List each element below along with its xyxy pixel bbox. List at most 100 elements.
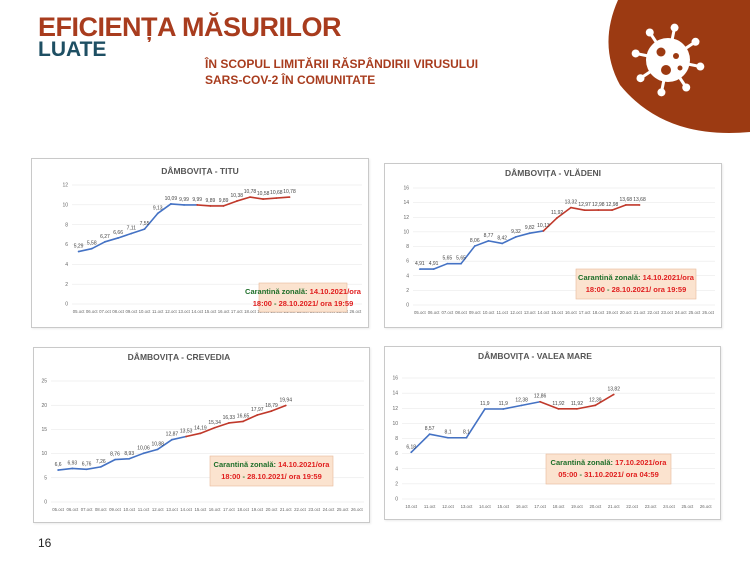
data-point: [611, 209, 613, 211]
data-label: 13,68: [620, 197, 633, 203]
data-point: [284, 404, 287, 407]
quarantine-note-box: [575, 268, 697, 300]
data-point: [143, 228, 146, 231]
x-tick-label: 06.oct: [66, 507, 79, 512]
chart-title: DÂMBOVIȚA - VALEA MARE: [478, 350, 592, 361]
quarantine-note-line1: Carantină zonală: 14.10.2021/ora: [578, 273, 695, 282]
virus-spike-tip: [631, 49, 640, 58]
x-tick-label: 21.oct: [608, 504, 621, 509]
data-point: [209, 205, 212, 207]
y-tick-label: 8: [65, 222, 68, 228]
y-tick-label: 12: [403, 215, 409, 221]
virus-spike: [659, 79, 666, 93]
data-label: 5,58: [87, 241, 97, 247]
data-point: [612, 393, 615, 396]
data-label: 12,86: [534, 394, 547, 400]
quarantine-label: Carantină zonală:: [245, 287, 310, 296]
page-number: 16: [38, 536, 52, 550]
data-label: 12,39: [589, 397, 602, 403]
x-tick-label: 22.oct: [294, 507, 307, 512]
series-line: [78, 203, 198, 253]
data-point: [557, 407, 560, 410]
quarantine-note-box: [258, 282, 348, 313]
y-tick-label: 5: [44, 475, 47, 481]
y-tick-label: 4: [65, 262, 68, 268]
data-point: [262, 198, 265, 200]
y-tick-label: 10: [41, 451, 47, 457]
x-tick-label: 07.oct: [99, 309, 112, 314]
virus-spike-tip: [645, 28, 654, 37]
x-tick-label: 05.oct: [73, 309, 86, 314]
virus-spike: [639, 69, 653, 80]
x-tick-label: 11.oct: [152, 309, 164, 314]
x-tick-label: 12.oct: [165, 309, 178, 314]
x-tick-label: 09.oct: [125, 309, 138, 314]
data-label: 9,99: [179, 197, 189, 203]
data-label: 18,79: [265, 403, 278, 409]
y-tick-label: 8: [406, 244, 409, 250]
y-tick-label: 0: [44, 500, 47, 506]
data-point: [528, 232, 531, 235]
y-tick-label: 12: [392, 406, 398, 412]
data-label: 9,89: [206, 198, 216, 204]
data-label: 16,65: [237, 413, 250, 419]
chart-valea-mare: DÂMBOVIȚA - VALEA MARE 0 2 4 6 8 10 12 14 16 10.oc…: [384, 346, 721, 520]
x-tick-label: 23.oct: [645, 504, 658, 509]
x-tick-label: 18.oct: [553, 504, 566, 509]
y-tick-label: 2: [406, 288, 409, 294]
data-point: [185, 435, 188, 438]
virus-spike-tip: [670, 23, 679, 32]
x-tick-label: 07.oct: [81, 507, 94, 512]
data-point: [446, 262, 449, 265]
y-tick-label: 15: [41, 427, 47, 433]
x-tick-label: 25.oct: [682, 504, 695, 509]
y-tick-label: 6: [395, 451, 398, 457]
data-point: [460, 262, 462, 265]
data-label: 6,27: [100, 234, 110, 240]
virus-spike-tip: [696, 62, 705, 71]
x-tick-label: 12.oct: [152, 507, 165, 512]
data-label: 9,82: [525, 225, 535, 231]
y-tick-label: 10: [392, 421, 398, 427]
data-point: [130, 232, 133, 235]
x-tick-label: 26.oct: [350, 309, 363, 314]
data-label: 10,06: [137, 445, 150, 451]
data-point: [428, 433, 431, 436]
x-tick-label: 26.oct: [702, 310, 715, 315]
data-label: 13,68: [633, 197, 646, 203]
data-point: [242, 420, 244, 423]
data-point: [99, 465, 102, 468]
data-point: [77, 250, 80, 253]
data-point: [227, 422, 230, 424]
y-tick-label: 0: [65, 302, 68, 308]
quarantine-end-time: 18:00: [221, 472, 240, 481]
x-tick-label: 23.oct: [308, 507, 321, 512]
quarantine-end: 31.10.2021/ ora 04:59: [584, 470, 659, 479]
x-tick-label: 19.oct: [606, 310, 619, 315]
y-tick-label: 0: [395, 497, 398, 503]
x-tick-label: 14.oct: [180, 507, 193, 512]
data-point: [90, 247, 93, 250]
x-tick-label: 18.oct: [237, 507, 250, 512]
data-point: [638, 204, 641, 206]
chart-svg-titu: DÂMBOVIȚA - TITU 0 2 4 6 8 10 12 05.oct 06.oct 07.…: [62, 165, 363, 314]
y-tick-label: 12: [62, 183, 68, 189]
virus-spike-tip: [682, 83, 691, 92]
data-point: [169, 203, 172, 205]
data-point: [235, 200, 238, 202]
data-point: [213, 426, 216, 429]
series-line: [419, 230, 544, 270]
x-tick-label: 22.oct: [647, 310, 660, 315]
data-label: 8,42: [497, 235, 507, 241]
x-tick-label: 17.oct: [579, 310, 592, 315]
data-label: 10,38: [231, 193, 244, 199]
chart-titu: DÂMBOVIȚA - TITU 0 2 4 6 8 10 12 05.oct 06.oct 07.…: [31, 158, 369, 328]
virus-spike: [677, 75, 688, 89]
x-tick-label: 24.oct: [663, 504, 676, 509]
x-tick-label: 11.oct: [138, 507, 150, 512]
virus-icon: [631, 23, 705, 97]
quarantine-note-line2: 18:00 - 28.10.2021/ ora 19:59: [253, 299, 354, 308]
chart-title: DÂMBOVIȚA - CREVEDIA: [128, 351, 231, 362]
y-tick-label: 16: [392, 376, 398, 382]
x-tick-label: 24.oct: [675, 310, 688, 315]
